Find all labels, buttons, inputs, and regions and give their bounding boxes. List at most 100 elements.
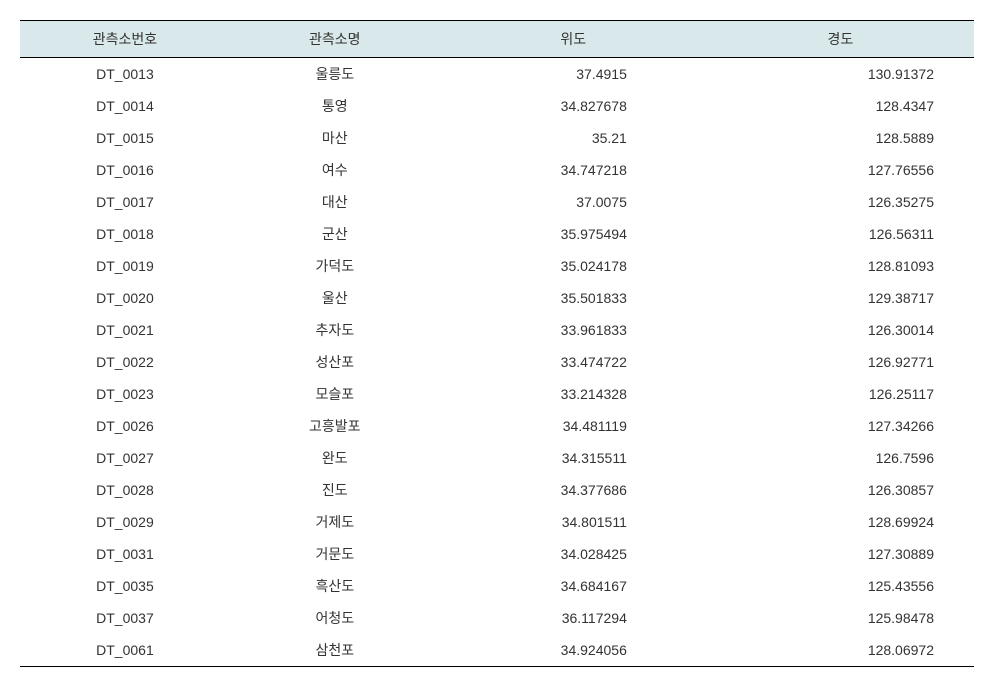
table-row: DT_0031거문도34.028425127.30889: [20, 538, 974, 570]
cell-longitude: 126.35275: [707, 186, 974, 218]
cell-station-id: DT_0013: [20, 58, 230, 91]
cell-station-name: 거제도: [230, 506, 440, 538]
cell-latitude: 34.827678: [440, 90, 707, 122]
cell-station-id: DT_0029: [20, 506, 230, 538]
cell-latitude: 35.501833: [440, 282, 707, 314]
cell-latitude: 37.4915: [440, 58, 707, 91]
station-table: 관측소번호 관측소명 위도 경도 DT_0013울릉도37.4915130.91…: [20, 20, 974, 667]
cell-longitude: 130.91372: [707, 58, 974, 91]
table-row: DT_0028진도34.377686126.30857: [20, 474, 974, 506]
cell-longitude: 128.81093: [707, 250, 974, 282]
cell-station-name: 진도: [230, 474, 440, 506]
cell-station-id: DT_0023: [20, 378, 230, 410]
cell-station-id: DT_0014: [20, 90, 230, 122]
cell-longitude: 126.92771: [707, 346, 974, 378]
column-header-id: 관측소번호: [20, 21, 230, 58]
cell-longitude: 128.4347: [707, 90, 974, 122]
cell-station-id: DT_0017: [20, 186, 230, 218]
cell-station-name: 가덕도: [230, 250, 440, 282]
table-header: 관측소번호 관측소명 위도 경도: [20, 21, 974, 58]
table-row: DT_0020울산35.501833129.38717: [20, 282, 974, 314]
cell-station-name: 대산: [230, 186, 440, 218]
cell-latitude: 34.924056: [440, 634, 707, 667]
cell-longitude: 128.06972: [707, 634, 974, 667]
cell-latitude: 34.481119: [440, 410, 707, 442]
column-header-latitude: 위도: [440, 21, 707, 58]
cell-station-id: DT_0027: [20, 442, 230, 474]
cell-station-name: 여수: [230, 154, 440, 186]
cell-station-id: DT_0031: [20, 538, 230, 570]
cell-latitude: 34.377686: [440, 474, 707, 506]
cell-latitude: 34.315511: [440, 442, 707, 474]
cell-station-id: DT_0020: [20, 282, 230, 314]
column-header-name: 관측소명: [230, 21, 440, 58]
table-row: DT_0015마산35.21128.5889: [20, 122, 974, 154]
table-row: DT_0061삼천포34.924056128.06972: [20, 634, 974, 667]
cell-station-id: DT_0037: [20, 602, 230, 634]
cell-station-name: 마산: [230, 122, 440, 154]
table-row: DT_0037어청도36.117294125.98478: [20, 602, 974, 634]
cell-longitude: 126.30014: [707, 314, 974, 346]
table-row: DT_0016여수34.747218127.76556: [20, 154, 974, 186]
cell-latitude: 36.117294: [440, 602, 707, 634]
table-row: DT_0035흑산도34.684167125.43556: [20, 570, 974, 602]
cell-station-name: 추자도: [230, 314, 440, 346]
cell-longitude: 126.56311: [707, 218, 974, 250]
cell-station-id: DT_0021: [20, 314, 230, 346]
cell-station-name: 어청도: [230, 602, 440, 634]
cell-station-id: DT_0022: [20, 346, 230, 378]
cell-longitude: 127.34266: [707, 410, 974, 442]
cell-longitude: 126.30857: [707, 474, 974, 506]
cell-latitude: 34.801511: [440, 506, 707, 538]
table-row: DT_0019가덕도35.024178128.81093: [20, 250, 974, 282]
cell-station-id: DT_0019: [20, 250, 230, 282]
cell-station-name: 통영: [230, 90, 440, 122]
cell-station-name: 고흥발포: [230, 410, 440, 442]
cell-latitude: 33.961833: [440, 314, 707, 346]
table-body: DT_0013울릉도37.4915130.91372DT_0014통영34.82…: [20, 58, 974, 667]
table-row: DT_0018군산35.975494126.56311: [20, 218, 974, 250]
cell-station-name: 울산: [230, 282, 440, 314]
cell-station-name: 완도: [230, 442, 440, 474]
cell-station-id: DT_0015: [20, 122, 230, 154]
cell-longitude: 128.5889: [707, 122, 974, 154]
cell-longitude: 127.30889: [707, 538, 974, 570]
header-row: 관측소번호 관측소명 위도 경도: [20, 21, 974, 58]
table-row: DT_0017대산37.0075126.35275: [20, 186, 974, 218]
cell-station-name: 흑산도: [230, 570, 440, 602]
cell-station-id: DT_0016: [20, 154, 230, 186]
cell-station-name: 거문도: [230, 538, 440, 570]
cell-longitude: 128.69924: [707, 506, 974, 538]
cell-station-id: DT_0028: [20, 474, 230, 506]
cell-longitude: 129.38717: [707, 282, 974, 314]
table-row: DT_0029거제도34.801511128.69924: [20, 506, 974, 538]
cell-longitude: 125.43556: [707, 570, 974, 602]
cell-latitude: 35.024178: [440, 250, 707, 282]
table-row: DT_0026고흥발포34.481119127.34266: [20, 410, 974, 442]
cell-station-name: 모슬포: [230, 378, 440, 410]
cell-station-name: 성산포: [230, 346, 440, 378]
table-row: DT_0023모슬포33.214328126.25117: [20, 378, 974, 410]
cell-latitude: 34.747218: [440, 154, 707, 186]
cell-latitude: 34.684167: [440, 570, 707, 602]
table-row: DT_0013울릉도37.4915130.91372: [20, 58, 974, 91]
cell-latitude: 35.21: [440, 122, 707, 154]
table-row: DT_0022성산포33.474722126.92771: [20, 346, 974, 378]
cell-longitude: 127.76556: [707, 154, 974, 186]
cell-longitude: 125.98478: [707, 602, 974, 634]
cell-latitude: 37.0075: [440, 186, 707, 218]
table-row: DT_0027완도34.315511126.7596: [20, 442, 974, 474]
cell-longitude: 126.25117: [707, 378, 974, 410]
cell-station-id: DT_0061: [20, 634, 230, 667]
column-header-longitude: 경도: [707, 21, 974, 58]
cell-longitude: 126.7596: [707, 442, 974, 474]
cell-station-name: 군산: [230, 218, 440, 250]
cell-station-id: DT_0018: [20, 218, 230, 250]
cell-station-name: 삼천포: [230, 634, 440, 667]
table-row: DT_0014통영34.827678128.4347: [20, 90, 974, 122]
cell-station-name: 울릉도: [230, 58, 440, 91]
cell-latitude: 33.214328: [440, 378, 707, 410]
cell-latitude: 33.474722: [440, 346, 707, 378]
cell-station-id: DT_0026: [20, 410, 230, 442]
cell-latitude: 34.028425: [440, 538, 707, 570]
